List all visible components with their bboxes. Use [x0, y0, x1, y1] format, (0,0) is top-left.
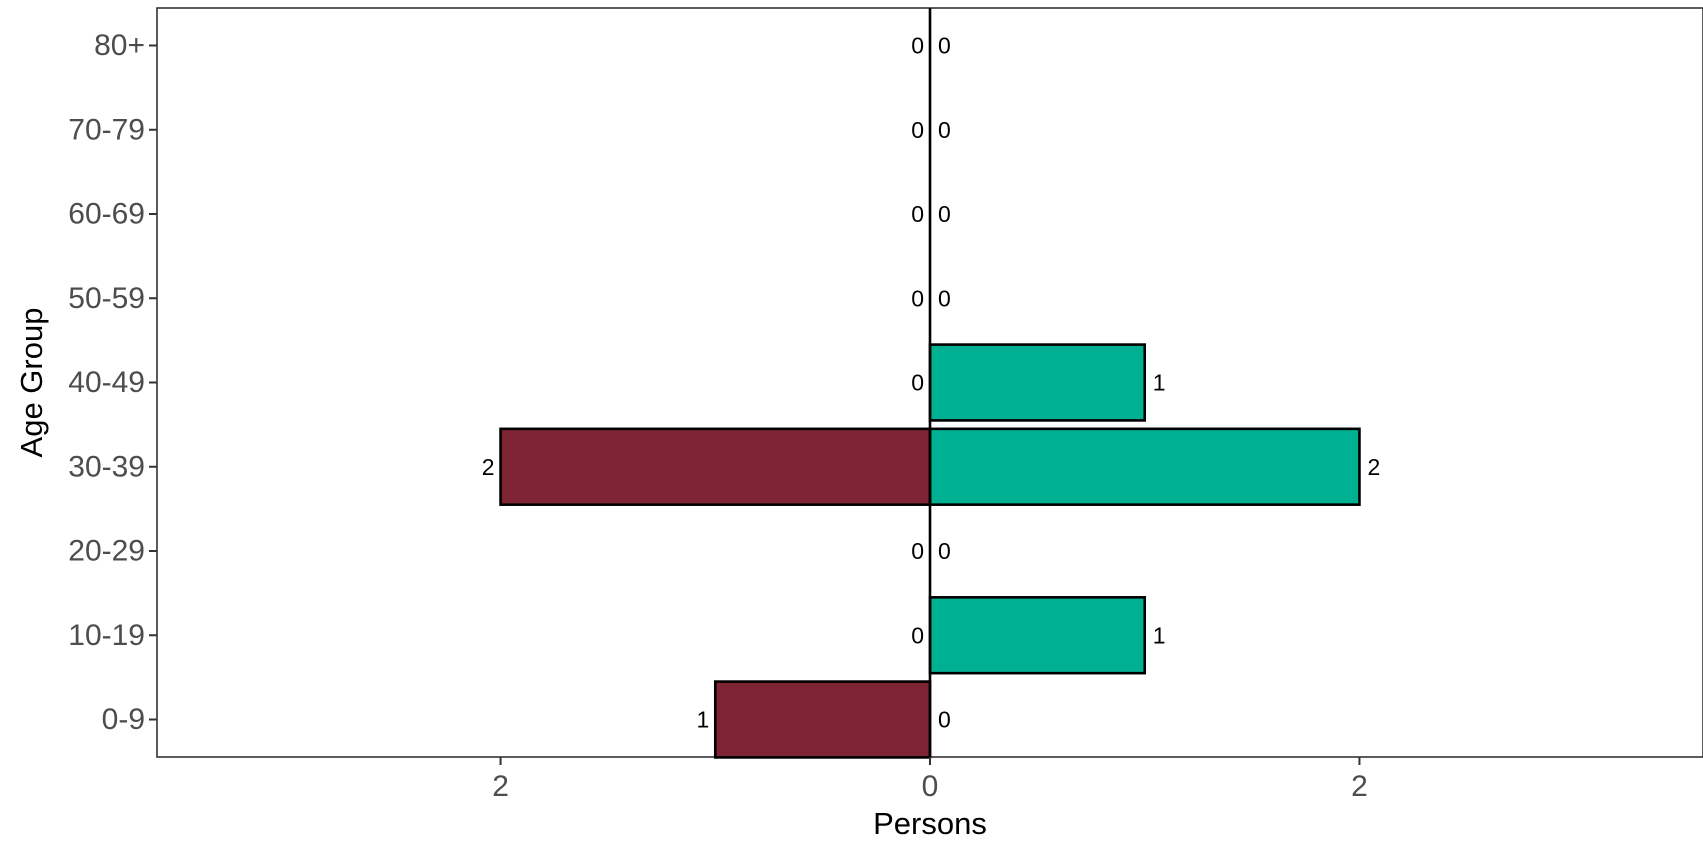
data-label-left-10-19: 0	[911, 622, 924, 648]
y-tick-label-40-49: 40-49	[68, 366, 145, 399]
bars-layer	[499, 343, 1361, 759]
y-tick-label-70-79: 70-79	[68, 113, 145, 146]
x-tick-label-2: 2	[1351, 770, 1368, 803]
data-label-right-10-19: 1	[1153, 622, 1166, 648]
x-tick-label-0: 2	[492, 770, 509, 803]
data-label-right-30-39: 2	[1367, 454, 1380, 480]
data-label-left-0-9: 1	[696, 707, 709, 733]
data-label-right-20-29: 0	[938, 538, 951, 564]
y-tick-label-80plus: 80+	[94, 29, 145, 62]
y-tick-label-10-19: 10-19	[68, 619, 145, 652]
y-tick-label-60-69: 60-69	[68, 198, 145, 231]
bar-right-10-19	[928, 596, 1147, 675]
y-tick-label-50-59: 50-59	[68, 282, 145, 315]
data-label-left-40-49: 0	[911, 370, 924, 396]
bar-left-30-39	[499, 427, 932, 506]
y-axis: 0-9 10-19 20-29 30-39 40-49 50-59 60-69 70-79 80…	[68, 29, 157, 736]
bar-left-0-9	[713, 680, 932, 759]
x-axis-title: Persons	[873, 806, 987, 841]
y-tick-label-0-9: 0-9	[102, 703, 145, 736]
data-label-right-50-59: 0	[938, 285, 951, 311]
data-label-left-30-39: 2	[482, 454, 495, 480]
y-axis-title: Age Group	[14, 308, 49, 458]
data-label-right-70-79: 0	[938, 117, 951, 143]
data-label-left-20-29: 0	[911, 538, 924, 564]
x-tick-label-1: 0	[922, 770, 939, 803]
data-label-left-80plus: 0	[911, 33, 924, 59]
y-tick-label-20-29: 20-29	[68, 535, 145, 568]
y-tick-label-30-39: 30-39	[68, 450, 145, 483]
data-label-right-40-49: 1	[1153, 370, 1166, 396]
bar-right-40-49	[928, 343, 1147, 422]
data-label-left-70-79: 0	[911, 117, 924, 143]
data-label-left-50-59: 0	[911, 285, 924, 311]
data-label-right-80plus: 0	[938, 33, 951, 59]
data-label-left-60-69: 0	[911, 201, 924, 227]
x-axis: 2 0 2	[492, 757, 1368, 803]
bar-right-30-39	[928, 427, 1361, 506]
data-label-right-0-9: 0	[938, 707, 951, 733]
data-label-right-60-69: 0	[938, 201, 951, 227]
